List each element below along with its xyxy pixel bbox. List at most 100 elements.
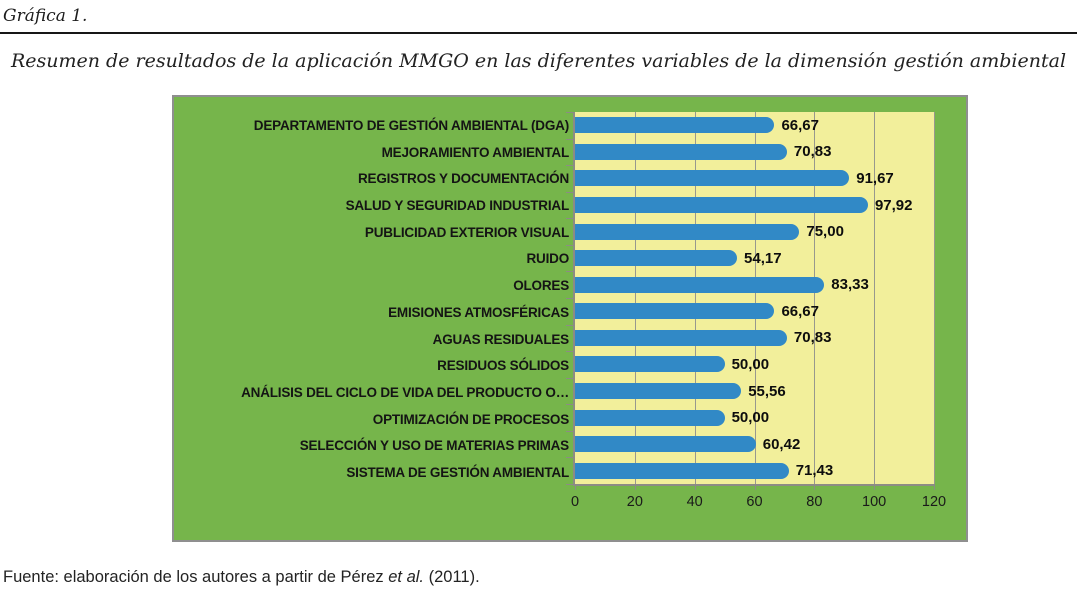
- bar: [575, 250, 738, 267]
- bar-value-label: 97,92: [874, 196, 913, 214]
- gridline: [694, 112, 696, 484]
- bar-value-label: 75,00: [806, 223, 844, 241]
- bar: [575, 303, 775, 320]
- category-label: ANÁLISIS DEL CICLO DE VIDA DEL PRODUCTO …: [241, 385, 569, 401]
- bar: [575, 223, 800, 240]
- category-label: SALUD Y SEGURIDAD INDUSTRIAL: [345, 198, 570, 214]
- bar-row: 91,67: [575, 165, 934, 192]
- category-label: RESIDUOS SÓLIDOS: [437, 358, 569, 374]
- bar-row: 55,56: [575, 378, 934, 405]
- y-axis-tick: [566, 165, 573, 167]
- bar-row: 71,43: [575, 458, 934, 485]
- y-axis-tick: [566, 298, 573, 299]
- bar-value-label: 83,33: [831, 276, 869, 294]
- source-year: (2011).: [424, 568, 480, 586]
- bar-row: 97,92: [575, 192, 934, 219]
- bar-value-label: 91,67: [856, 169, 894, 187]
- bar-value-label: 70,83: [793, 329, 832, 347]
- category-labels: DEPARTAMENTO DE GESTIÓN AMBIENTAL (DGA) M…: [182, 112, 569, 486]
- y-axis-tick: [566, 138, 573, 140]
- category-label: REGISTROS Y DOCUMENTACIÓN: [357, 171, 569, 187]
- category-label: OLORES: [513, 278, 569, 294]
- bar-row: 54,17: [575, 245, 934, 272]
- category-label: PUBLICIDAD EXTERIOR VISUAL: [364, 224, 569, 240]
- category-label: RUIDO: [526, 251, 570, 267]
- bar: [575, 170, 850, 187]
- bar-row: 75,00: [575, 218, 934, 245]
- bar-value-label: 55,56: [748, 382, 786, 400]
- bar-value-label: 70,83: [793, 143, 832, 161]
- x-axis-tick: [814, 484, 816, 490]
- source-et-al: et al.: [388, 568, 425, 586]
- x-axis-tick-label: 0: [570, 494, 580, 510]
- x-axis-tick: [634, 484, 636, 490]
- bar-value-label: 71,43: [795, 462, 834, 480]
- y-axis-tick: [566, 377, 573, 379]
- y-axis-tick: [566, 457, 573, 459]
- bar: [575, 329, 787, 346]
- y-axis-tick: [566, 271, 573, 273]
- bar-value-label: 60,42: [762, 435, 801, 453]
- x-axis-tick: [575, 484, 576, 490]
- figure-label: Gráfica 1.: [3, 6, 88, 26]
- bar-row: 70,83: [575, 325, 934, 352]
- y-axis-tick: [566, 112, 573, 113]
- bar-rows: 66,67 70,83 91,67 97,92 75,00 54,17 83,33 66,67…: [575, 112, 934, 484]
- bar: [575, 462, 789, 479]
- source-text: Fuente: elaboración de los autores a par…: [3, 568, 389, 586]
- bar: [575, 436, 756, 453]
- y-axis-tick: [566, 404, 573, 406]
- x-axis-tick-label: 80: [806, 494, 823, 510]
- x-axis-tick: [934, 484, 935, 490]
- bar-value-label: 50,00: [731, 409, 770, 427]
- chart-area: DEPARTAMENTO DE GESTIÓN AMBIENTAL (DGA) M…: [172, 95, 968, 542]
- gridline: [814, 112, 816, 484]
- y-axis-tick: [566, 244, 573, 246]
- x-axis-tick: [874, 484, 876, 490]
- x-axis-tick-label: 100: [862, 494, 887, 510]
- gridline: [634, 112, 636, 484]
- category-label: SISTEMA DE GESTIÓN AMBIENTAL: [346, 465, 569, 481]
- bar-row: 83,33: [575, 271, 934, 298]
- bar-row: 60,42: [575, 431, 934, 458]
- y-axis-tick: [566, 218, 573, 220]
- y-axis-tick: [566, 324, 573, 326]
- category-label: AGUAS RESIDUALES: [432, 331, 570, 347]
- bar: [575, 356, 725, 373]
- bar: [575, 409, 725, 426]
- bar-row: 50,00: [575, 351, 934, 378]
- x-axis-tick-label: 40: [686, 494, 703, 510]
- bar-value-label: 66,67: [781, 302, 819, 320]
- figure-caption: Resumen de resultados de la aplicación M…: [10, 50, 1067, 72]
- x-axis-tick-label: 60: [746, 494, 763, 510]
- x-axis-tick: [754, 484, 756, 490]
- bar-value-label: 66,67: [781, 116, 819, 134]
- x-axis-tick: [694, 484, 696, 490]
- x-axis-tick-label: 20: [626, 494, 643, 510]
- bar-row: 50,00: [575, 404, 934, 431]
- category-label: OPTIMIZACIÓN DE PROCESOS: [372, 411, 569, 427]
- x-axis-tick-label: 120: [921, 494, 947, 510]
- bar-value-label: 50,00: [731, 355, 770, 373]
- bar-value-label: 54,17: [744, 249, 782, 267]
- horizontal-rule: [0, 32, 1077, 34]
- bar-row: 70,83: [575, 139, 934, 166]
- category-label: EMISIONES ATMOSFÉRICAS: [388, 304, 569, 320]
- category-label: DEPARTAMENTO DE GESTIÓN AMBIENTAL (DGA): [253, 117, 569, 133]
- y-axis-tick: [566, 351, 573, 353]
- bar: [575, 143, 787, 160]
- gridline: [754, 112, 756, 484]
- category-label: MEJORAMIENTO AMBIENTAL: [381, 144, 570, 160]
- bar-row: 66,67: [575, 112, 934, 139]
- y-axis-tick: [566, 430, 573, 432]
- bar: [575, 383, 742, 400]
- bar: [575, 117, 775, 134]
- y-axis-tick: [566, 484, 573, 485]
- bar: [575, 276, 825, 293]
- bar: [575, 197, 868, 214]
- y-axis-tick: [566, 191, 573, 193]
- source-note: Fuente: elaboración de los autores a par…: [3, 568, 480, 587]
- bar-row: 66,67: [575, 298, 934, 325]
- category-label: SELECCIÓN Y USO DE MATERIAS PRIMAS: [299, 438, 569, 454]
